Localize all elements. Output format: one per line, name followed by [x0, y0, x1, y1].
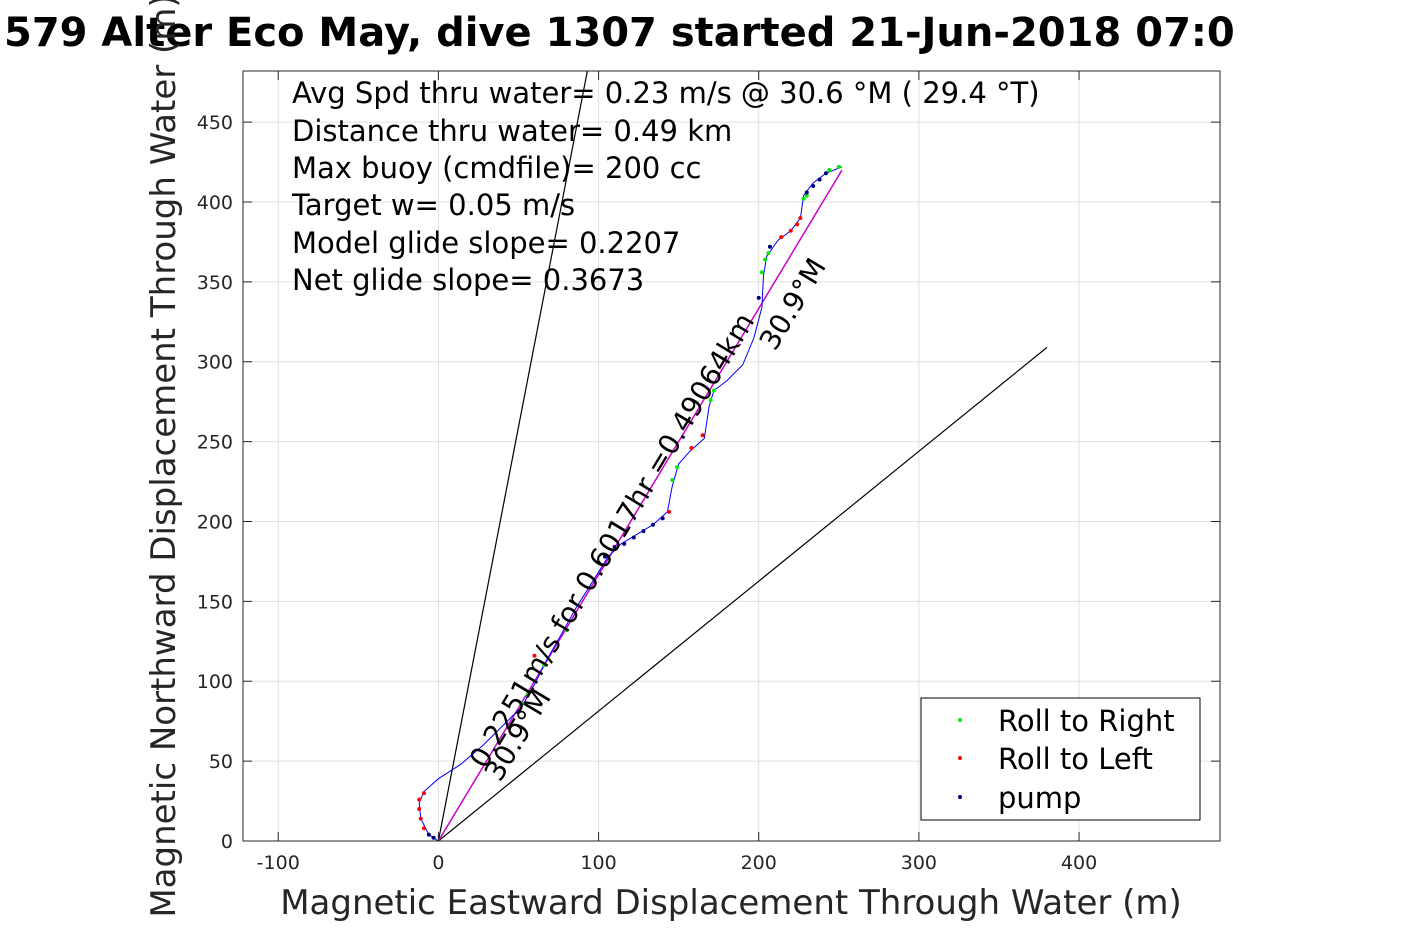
glide-slope-line: [438, 346, 1048, 841]
y-tick-label: 450: [197, 112, 233, 134]
x-tick-label: 400: [1061, 852, 1097, 874]
pump-point: [823, 171, 828, 176]
y-tick-label: 150: [197, 591, 233, 613]
legend-marker-roll-right: [958, 718, 962, 722]
roll-right-point: [763, 257, 768, 262]
roll-right-point: [542, 663, 547, 668]
pump-point: [641, 529, 646, 534]
axis-ticks: -100 0 100 200 300 400 0 50 100 150 200 250 300 350 40…: [197, 71, 1220, 874]
roll-right-point: [708, 398, 713, 403]
pump-point: [660, 516, 665, 521]
roll-left-point: [417, 807, 422, 812]
pump-point: [651, 522, 656, 527]
x-tick-label: 300: [901, 852, 937, 874]
x-tick-label: -100: [257, 852, 300, 874]
roll-left-point: [418, 816, 423, 821]
roll-left-point: [421, 791, 426, 796]
pump-point: [426, 832, 431, 837]
y-tick-label: 300: [197, 352, 233, 374]
x-tick-label: 200: [741, 852, 777, 874]
legend-marker-pump: [958, 795, 962, 799]
roll-right-point: [836, 164, 841, 169]
roll-right-point: [526, 692, 531, 697]
roll-left-point: [421, 826, 426, 831]
roll-left-point: [417, 797, 422, 802]
y-tick-label: 250: [197, 432, 233, 454]
roll-left-point: [788, 228, 793, 233]
pump-point: [631, 535, 636, 540]
roll-right-point: [804, 193, 809, 198]
info-text-block: Avg Spd thru water= 0.23 m/s @ 30.6 °M (…: [291, 76, 1040, 297]
legend-marker-roll-left: [958, 756, 962, 760]
y-tick-label: 400: [197, 192, 233, 214]
pump-point: [622, 541, 627, 546]
pump-point: [602, 554, 607, 559]
roll-right-point: [766, 251, 771, 256]
roll-right-point: [801, 196, 806, 201]
pump-point: [804, 190, 809, 195]
x-axis-label: Magnetic Eastward Displacement Through W…: [280, 883, 1182, 923]
info-line-net-glide: Net glide slope= 0.3673: [292, 263, 644, 297]
legend-label-pump: pump: [998, 781, 1081, 815]
pump-point: [817, 177, 822, 182]
legend-label-roll-left: Roll to Left: [998, 742, 1153, 776]
info-line-max-buoy: Max buoy (cmdfile)= 200 cc: [292, 151, 701, 185]
roll-right-point: [675, 465, 680, 470]
roll-left-point: [798, 215, 803, 220]
y-tick-label: 100: [197, 671, 233, 693]
roll-right-point: [670, 477, 675, 482]
roll-left-point: [795, 222, 800, 227]
net-displacement-line: [437, 169, 843, 841]
grid-lines: [243, 71, 1220, 842]
legend-box: [920, 697, 1201, 821]
plot-content: [417, 71, 1048, 841]
axes-box: [242, 70, 1221, 842]
chart-title: 579 Alter Eco May, dive 1307 started 21-…: [4, 10, 1235, 56]
roll-left-point: [532, 653, 537, 658]
roll-right-point: [711, 388, 716, 393]
x-tick-label: 0: [432, 852, 444, 874]
pump-point: [756, 295, 761, 300]
info-line-model-glide: Model glide slope= 0.2207: [292, 226, 680, 260]
roll-right-point: [759, 270, 764, 275]
roll-left-point: [667, 509, 672, 514]
legend: Roll to Right Roll to Left pump: [920, 697, 1201, 821]
pump-point: [767, 244, 772, 249]
roll-left-point: [700, 433, 705, 438]
pump-point: [811, 184, 816, 189]
glide-slope-line: [437, 71, 588, 841]
pump-point: [612, 545, 617, 550]
legend-label-roll-right: Roll to Right: [998, 704, 1175, 738]
roll-left-point: [689, 446, 694, 451]
y-tick-label: 50: [209, 751, 233, 773]
y-tick-label: 350: [197, 272, 233, 294]
roll-right-point: [564, 628, 569, 633]
info-line-distance: Distance thru water= 0.49 km: [292, 114, 732, 148]
pump-point: [431, 835, 436, 840]
y-tick-label: 0: [221, 831, 233, 853]
roll-right-point: [827, 168, 832, 173]
info-line-target-w: Target w= 0.05 m/s: [291, 188, 575, 222]
roll-right-point: [519, 701, 524, 706]
roll-left-point: [779, 235, 784, 240]
y-tick-label: 200: [197, 511, 233, 533]
y-axis-label: Magnetic Northward Displacement Through …: [144, 0, 184, 918]
x-tick-label: 100: [580, 852, 616, 874]
info-line-avg-speed: Avg Spd thru water= 0.23 m/s @ 30.6 °M (…: [292, 76, 1040, 110]
